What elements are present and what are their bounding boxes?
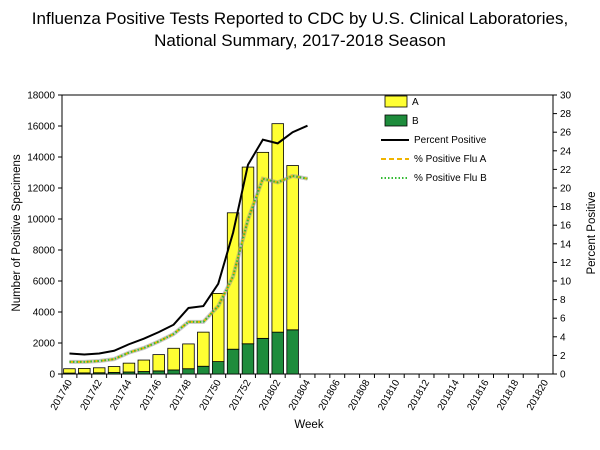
line-percent-flu-b: [69, 174, 308, 363]
y-left-tick-label: 6000: [33, 277, 56, 288]
legend-label: % Positive Flu B: [414, 173, 487, 184]
bar-flu-a: [256, 151, 270, 339]
y-left-tick-label: 14000: [27, 153, 55, 164]
y-right-tick-label: 12: [560, 258, 572, 269]
y-left-tick-label: 12000: [27, 184, 55, 195]
x-axis-label: Week: [294, 419, 323, 431]
bar-flu-b: [286, 329, 299, 375]
y-right-tick-label: 24: [560, 146, 572, 157]
x-tick-label: 201804: [287, 378, 313, 413]
y-left-tick-label: 8000: [33, 246, 56, 257]
y-right-tick-label: 6: [560, 314, 566, 325]
bar-flu-a: [182, 343, 195, 370]
x-tick-label: 201812: [406, 378, 432, 413]
legend-label: B: [412, 116, 419, 127]
bar-flu-b: [241, 343, 255, 375]
y-left-tick-label: 0: [49, 370, 55, 381]
bar-flu-a: [271, 123, 284, 333]
bar-flu-a: [212, 292, 225, 362]
x-tick-label: 201802: [257, 378, 283, 413]
bar-flu-a: [107, 366, 121, 373]
y-right-tick-label: 20: [560, 184, 572, 195]
legend-swatch-b: [384, 114, 408, 127]
y-right-tick-label: 2: [560, 351, 566, 362]
y-left-tick-label: 2000: [33, 339, 56, 350]
bar-flu-a: [78, 368, 91, 374]
bar-flu-b: [152, 370, 165, 375]
line-percent-positive: [69, 124, 308, 356]
x-tick-label: 201818: [495, 378, 521, 413]
x-tick-label: 201816: [465, 378, 491, 413]
y-left-tick-label: 16000: [27, 122, 55, 133]
x-tick-label: 201806: [317, 378, 343, 413]
x-tick-label: 201746: [138, 378, 164, 413]
y-right-tick-label: 30: [560, 91, 572, 102]
y-right-tick-label: 0: [560, 370, 566, 381]
y-right-tick-label: 14: [560, 239, 572, 250]
y-left-tick-label: 18000: [27, 91, 55, 102]
x-tick-label: 201808: [346, 378, 372, 413]
x-tick-label: 201752: [227, 378, 253, 413]
x-tick-label: 201750: [198, 378, 224, 413]
y-right-tick-label: 10: [560, 277, 572, 288]
bar-flu-b: [226, 348, 240, 375]
y-right-tick-label: 26: [560, 128, 572, 139]
bar-flu-a: [92, 367, 106, 374]
bar-flu-a: [152, 354, 165, 372]
bar-flu-a: [197, 331, 210, 367]
x-tick-label: 201820: [525, 378, 551, 413]
bar-flu-a: [226, 212, 240, 350]
y-left-tick-label: 10000: [27, 215, 55, 226]
x-tick-label: 201748: [168, 378, 194, 413]
bar-flu-a: [63, 368, 76, 374]
y-right-tick-label: 22: [560, 165, 572, 176]
bar-flu-a: [137, 359, 151, 372]
x-tick-label: 201810: [376, 378, 402, 413]
x-tick-label: 201742: [79, 378, 105, 413]
bar-flu-b: [167, 369, 180, 375]
y-axis-left-label: Number of Positive Specimens: [11, 154, 23, 311]
bar-flu-b: [212, 361, 225, 375]
bar-flu-a: [286, 165, 299, 331]
legend-label: A: [412, 97, 419, 108]
x-tick-label: 201744: [108, 378, 134, 413]
bar-flu-b: [271, 331, 284, 375]
legend-label: % Positive Flu A: [414, 154, 487, 165]
y-axis-right-label: Percent Positive: [586, 191, 598, 274]
plot-area-frame: [61, 94, 554, 375]
bar-flu-b: [182, 368, 195, 375]
legend-swatch-a: [384, 95, 408, 108]
bar-flu-b: [256, 337, 270, 375]
y-right-tick-label: 16: [560, 221, 572, 232]
y-right-tick-label: 8: [560, 295, 566, 306]
y-right-tick-label: 4: [560, 332, 566, 343]
x-tick-label: 201814: [436, 378, 462, 413]
bar-flu-b: [197, 365, 210, 375]
x-tick-label: 201740: [49, 378, 75, 413]
bar-flu-a: [167, 347, 180, 371]
y-right-tick-label: 28: [560, 109, 572, 120]
y-left-tick-label: 4000: [33, 308, 56, 319]
bar-flu-a: [122, 362, 136, 373]
chart-title-line-1: Influenza Positive Tests Reported to CDC…: [32, 9, 568, 28]
bar-flu-a: [241, 166, 255, 345]
legend-label: Percent Positive: [414, 135, 487, 146]
chart-title-line-2: National Summary, 2017-2018 Season: [154, 31, 446, 50]
y-right-tick-label: 18: [560, 202, 572, 213]
